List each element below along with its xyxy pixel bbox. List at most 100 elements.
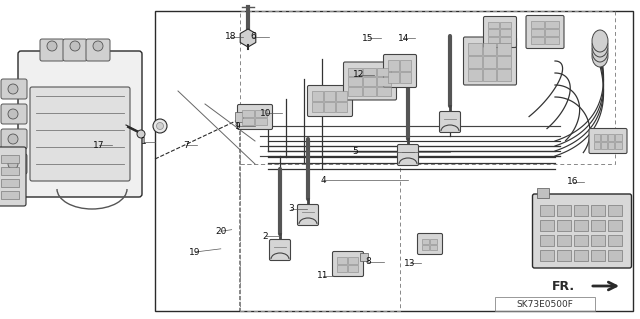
- Bar: [608, 134, 614, 141]
- Text: 4: 4: [321, 176, 326, 185]
- FancyBboxPatch shape: [40, 39, 64, 61]
- Circle shape: [8, 159, 18, 169]
- Bar: [430, 245, 437, 250]
- Text: 14: 14: [397, 34, 409, 43]
- Bar: [540, 205, 554, 216]
- Bar: [312, 91, 323, 101]
- Bar: [593, 142, 600, 149]
- FancyBboxPatch shape: [532, 194, 632, 268]
- FancyBboxPatch shape: [63, 39, 87, 61]
- Bar: [235, 112, 243, 122]
- Bar: [378, 87, 391, 95]
- Bar: [363, 87, 376, 95]
- FancyBboxPatch shape: [298, 204, 319, 226]
- Bar: [422, 245, 429, 250]
- Bar: [312, 102, 323, 112]
- Bar: [388, 60, 399, 71]
- Circle shape: [157, 122, 163, 130]
- FancyBboxPatch shape: [333, 251, 364, 277]
- Bar: [1, 191, 19, 199]
- Ellipse shape: [592, 40, 608, 62]
- Text: FR.: FR.: [552, 279, 575, 293]
- Circle shape: [70, 41, 80, 51]
- Bar: [468, 56, 482, 68]
- Text: 11: 11: [317, 271, 329, 280]
- Bar: [531, 29, 544, 36]
- Bar: [536, 188, 548, 198]
- Circle shape: [47, 41, 57, 51]
- Bar: [400, 60, 411, 71]
- FancyBboxPatch shape: [0, 147, 26, 206]
- Bar: [337, 257, 347, 264]
- FancyBboxPatch shape: [383, 55, 417, 87]
- Text: 6: 6: [250, 32, 255, 41]
- Bar: [400, 72, 411, 83]
- Text: 8: 8: [365, 257, 371, 266]
- Bar: [540, 220, 554, 231]
- Bar: [607, 250, 621, 261]
- Text: 12: 12: [353, 70, 364, 79]
- Text: 5: 5: [353, 147, 358, 156]
- Bar: [363, 68, 376, 76]
- FancyBboxPatch shape: [483, 17, 516, 48]
- Circle shape: [8, 84, 18, 94]
- Bar: [360, 253, 368, 261]
- Text: 9: 9: [234, 122, 239, 130]
- Bar: [531, 37, 544, 44]
- Bar: [557, 235, 570, 246]
- Bar: [348, 68, 362, 76]
- Bar: [497, 42, 511, 55]
- Bar: [573, 235, 588, 246]
- Text: 17: 17: [93, 141, 105, 150]
- Bar: [337, 265, 347, 272]
- Bar: [348, 77, 362, 86]
- Bar: [255, 110, 267, 117]
- FancyBboxPatch shape: [463, 37, 516, 85]
- Bar: [483, 69, 497, 80]
- Bar: [155, 11, 633, 311]
- Text: 2: 2: [263, 232, 268, 241]
- Bar: [348, 87, 362, 95]
- Bar: [557, 205, 570, 216]
- Bar: [430, 239, 437, 244]
- Bar: [607, 220, 621, 231]
- Bar: [601, 142, 607, 149]
- Bar: [422, 239, 429, 244]
- FancyBboxPatch shape: [30, 87, 130, 181]
- Text: 1: 1: [141, 137, 147, 146]
- Bar: [607, 205, 621, 216]
- Ellipse shape: [592, 35, 608, 57]
- Bar: [363, 77, 376, 86]
- Bar: [500, 29, 511, 36]
- Bar: [242, 118, 254, 125]
- Bar: [388, 72, 399, 83]
- Bar: [500, 37, 511, 43]
- Circle shape: [93, 41, 103, 51]
- Bar: [1, 179, 19, 187]
- FancyBboxPatch shape: [1, 79, 27, 99]
- Circle shape: [8, 109, 18, 119]
- FancyBboxPatch shape: [86, 39, 110, 61]
- Bar: [255, 118, 267, 125]
- Circle shape: [8, 134, 18, 144]
- Bar: [497, 56, 511, 68]
- Bar: [593, 134, 600, 141]
- Circle shape: [137, 130, 145, 138]
- Bar: [348, 265, 358, 272]
- Bar: [591, 205, 605, 216]
- Bar: [488, 22, 499, 28]
- Bar: [607, 235, 621, 246]
- Bar: [573, 250, 588, 261]
- Text: 18: 18: [225, 32, 236, 41]
- Ellipse shape: [592, 45, 608, 67]
- Bar: [468, 42, 482, 55]
- Circle shape: [153, 119, 167, 133]
- FancyBboxPatch shape: [526, 16, 564, 48]
- FancyBboxPatch shape: [237, 105, 273, 130]
- Bar: [601, 134, 607, 141]
- Bar: [540, 235, 554, 246]
- Bar: [615, 142, 621, 149]
- Bar: [591, 250, 605, 261]
- Bar: [557, 250, 570, 261]
- Bar: [488, 29, 499, 36]
